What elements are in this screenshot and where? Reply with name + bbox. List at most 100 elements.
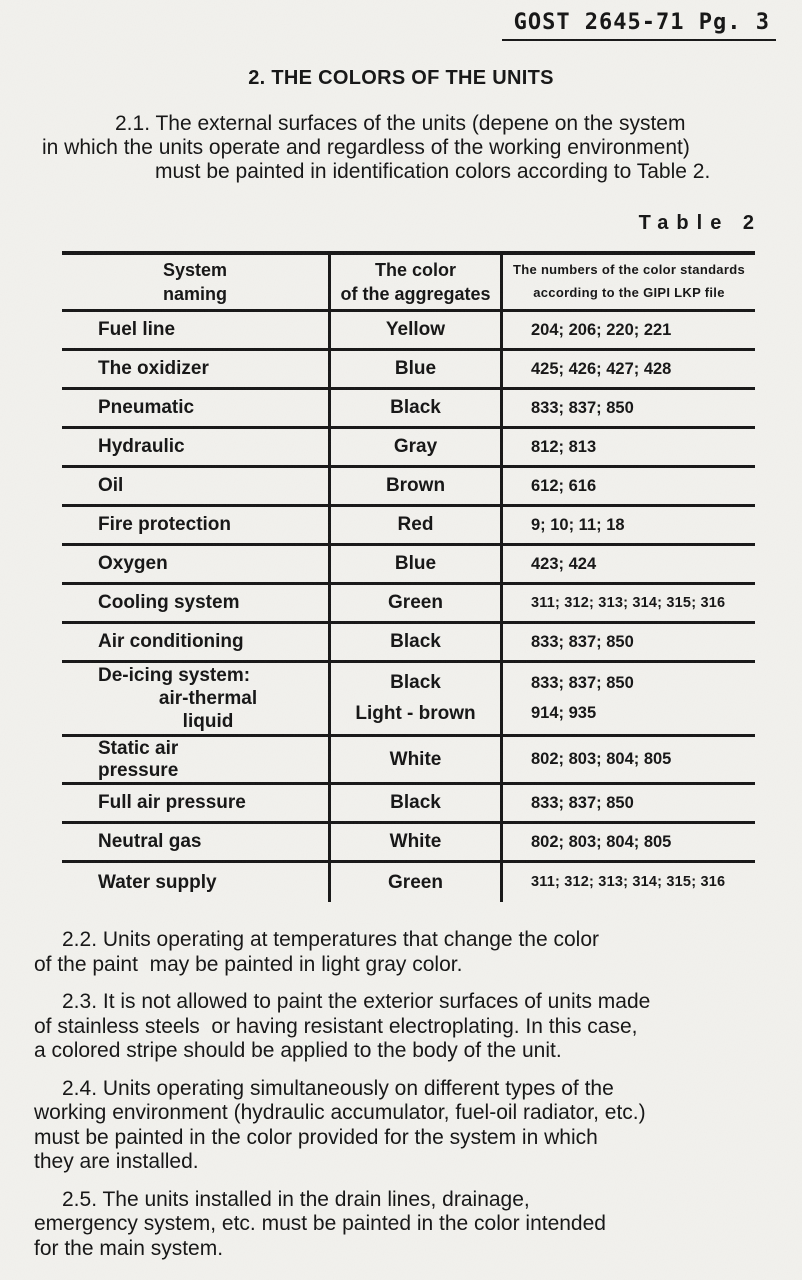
system-text: Oxygen <box>98 553 168 575</box>
system-text: The oxidizer <box>98 358 209 380</box>
system-cell: Static air pressure <box>62 737 328 782</box>
color-text: Blue <box>394 553 437 575</box>
header-line: of the aggregates <box>340 284 491 305</box>
table-row: Air conditioning Black 833; 837; 850 <box>62 624 755 663</box>
numbers-cell: 802; 803; 804; 805 <box>500 824 755 860</box>
numbers-text: 204; 206; 220; 221 <box>531 320 672 339</box>
header-line: The color <box>374 259 456 280</box>
header-line: System <box>162 259 228 280</box>
paragraph-2-2: 2.2. Units operating at temperatures tha… <box>34 928 784 977</box>
header-line: The numbers of the color standards <box>513 262 745 278</box>
numbers-text: 311; 312; 313; 314; 315; 316 <box>531 594 726 611</box>
page-header-reference: GOST 2645-71 Pg. 3 <box>0 0 802 41</box>
system-text: air-thermal <box>158 687 258 709</box>
color-cell: Yellow <box>328 312 500 348</box>
table-row: Fire protection Red 9; 10; 11; 18 <box>62 507 755 546</box>
color-text: Black <box>390 631 441 653</box>
numbers-cell: 204; 206; 220; 221 <box>500 312 755 348</box>
paragraph-2-3: 2.3. It is not allowed to paint the exte… <box>34 990 784 1064</box>
table-row: Hydraulic Gray 812; 813 <box>62 429 755 468</box>
header-line: naming <box>162 284 227 305</box>
system-text: Pneumatic <box>98 397 195 419</box>
color-cell: Red <box>328 507 500 543</box>
table-row: Fuel line Yellow 204; 206; 220; 221 <box>62 312 755 351</box>
table-row: Static air pressure White 802; 803; 804; 80… <box>62 737 755 785</box>
body-paragraphs: 2.2. Units operating at temperatures tha… <box>0 928 802 1261</box>
color-cell: Blue <box>328 351 500 387</box>
color-text: Light - brown <box>355 703 476 725</box>
table-row: Cooling system Green 311; 312; 313; 314; 3… <box>62 585 755 624</box>
numbers-cell: 802; 803; 804; 805 <box>500 737 755 782</box>
numbers-text: 802; 803; 804; 805 <box>531 832 672 851</box>
column-header-color: The color of the aggregates <box>328 255 500 309</box>
numbers-cell: 311; 312; 313; 314; 315; 316 <box>500 863 755 902</box>
numbers-text: 423; 424 <box>531 554 597 573</box>
numbers-text: 425; 426; 427; 428 <box>531 359 672 378</box>
table-row: Pneumatic Black 833; 837; 850 <box>62 390 755 429</box>
system-text: Hydraulic <box>98 436 185 458</box>
standard-reference-text: GOST 2645-71 Pg. 3 <box>501 10 776 41</box>
table-row: Water supply Green 311; 312; 313; 314; 315… <box>62 863 755 902</box>
text-line: emergency system, etc. must be painted i… <box>34 1212 606 1235</box>
paragraph-2-4: 2.4. Units operating simultaneously on d… <box>34 1077 784 1175</box>
color-cell: Green <box>328 585 500 621</box>
color-cell: Black <box>328 390 500 426</box>
system-cell: Pneumatic <box>62 390 328 426</box>
system-text: Air conditioning <box>98 631 244 653</box>
color-text: Black <box>390 672 441 694</box>
text-line: of stainless steels or having resistant … <box>34 1014 638 1038</box>
system-cell: Hydraulic <box>62 429 328 465</box>
system-text: pressure <box>98 759 179 781</box>
color-text: Green <box>388 592 443 614</box>
color-text: Blue <box>394 358 437 380</box>
table-row: Full air pressure Black 833; 837; 850 <box>62 785 755 824</box>
system-text: Static air <box>98 737 179 759</box>
numbers-cell: 812; 813 <box>500 429 755 465</box>
system-cell: Oil <box>62 468 328 504</box>
numbers-cell: 833; 837; 850 <box>500 624 755 660</box>
system-cell: Air conditioning <box>62 624 328 660</box>
system-text: Oil <box>98 475 124 497</box>
color-text: Black <box>390 792 441 814</box>
numbers-text: 914; 935 <box>531 704 597 723</box>
color-cell: Gray <box>328 429 500 465</box>
numbers-text: 812; 813 <box>531 437 597 456</box>
numbers-cell: 9; 10; 11; 18 <box>500 507 755 543</box>
color-text: White <box>389 831 442 853</box>
text-line: a colored stripe should be applied to th… <box>34 1039 562 1062</box>
system-text: Neutral gas <box>98 831 202 853</box>
system-text: Cooling system <box>98 592 240 614</box>
numbers-cell: 311; 312; 313; 314; 315; 316 <box>500 585 755 621</box>
numbers-text: 833; 837; 850 <box>531 793 634 812</box>
color-text: Red <box>397 514 434 536</box>
table-row: Neutral gas White 802; 803; 804; 805 <box>62 824 755 863</box>
column-header-numbers: The numbers of the color standards accord… <box>500 255 755 309</box>
color-text: White <box>389 748 442 770</box>
paragraph-2-1: 2.1. The external surfaces of the units … <box>0 112 802 184</box>
table-header-row: System naming The color of the aggregates Th… <box>62 255 755 312</box>
section-title: 2. THE COLORS OF THE UNITS <box>248 67 554 89</box>
system-cell: Neutral gas <box>62 824 328 860</box>
color-text: Green <box>388 871 443 893</box>
system-text: liquid <box>182 710 234 732</box>
numbers-text: 9; 10; 11; 18 <box>531 515 625 534</box>
numbers-text: 833; 837; 850 <box>531 674 634 693</box>
numbers-cell: 833; 837; 850 <box>500 785 755 821</box>
text-line: they are installed. <box>34 1150 199 1173</box>
text-line: 2.2. Units operating at temperatures tha… <box>62 928 599 951</box>
numbers-text: 833; 837; 850 <box>531 632 634 651</box>
color-text: Yellow <box>385 319 446 341</box>
color-cell: Green <box>328 863 500 902</box>
table-row: The oxidizer Blue 425; 426; 427; 428 <box>62 351 755 390</box>
color-table: System naming The color of the aggregates Th… <box>62 251 755 902</box>
system-text: Fuel line <box>98 319 176 341</box>
color-cell: Brown <box>328 468 500 504</box>
text-line: must be painted in identification colors… <box>155 160 711 183</box>
numbers-cell: 833; 837; 850 914; 935 <box>500 663 755 734</box>
numbers-cell: 833; 837; 850 <box>500 390 755 426</box>
system-cell: De-icing system: air-thermal liquid <box>62 663 328 734</box>
color-text: Brown <box>385 475 446 497</box>
table-row: De-icing system: air-thermal liquid Black Li… <box>62 663 755 737</box>
system-text: Fire protection <box>98 514 232 536</box>
